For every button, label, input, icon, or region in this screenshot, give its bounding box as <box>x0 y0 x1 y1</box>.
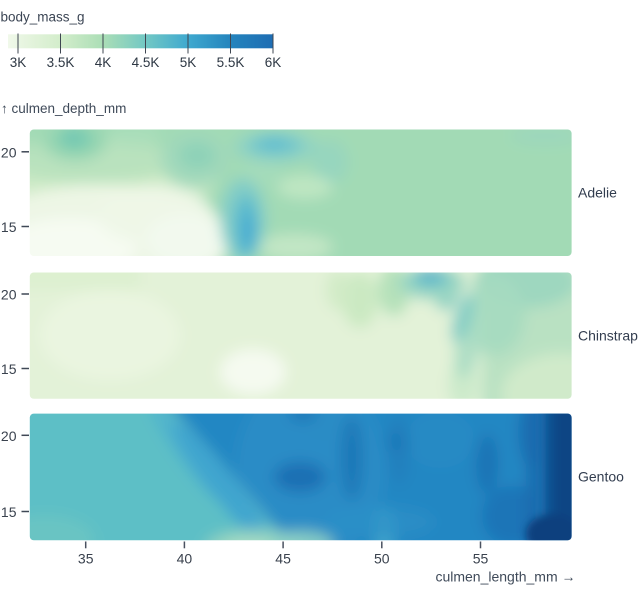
svg-text:45: 45 <box>275 551 291 567</box>
svg-text:4.5K: 4.5K <box>132 55 160 70</box>
svg-text:20: 20 <box>1 428 17 444</box>
svg-text:15: 15 <box>1 219 17 235</box>
svg-text:15: 15 <box>1 504 17 520</box>
svg-text:20: 20 <box>1 144 17 160</box>
svg-text:3K: 3K <box>10 55 27 70</box>
svg-text:3.5K: 3.5K <box>47 55 75 70</box>
svg-text:6K: 6K <box>265 55 282 70</box>
svg-text:Chinstrap: Chinstrap <box>578 327 638 343</box>
svg-text:50: 50 <box>374 551 390 567</box>
svg-text:4K: 4K <box>95 55 112 70</box>
svg-text:body_mass_g: body_mass_g <box>1 10 85 25</box>
svg-text:culmen_length_mm →: culmen_length_mm → <box>435 569 575 585</box>
svg-text:40: 40 <box>177 551 193 567</box>
svg-text:20: 20 <box>1 287 17 303</box>
svg-text:↑ culmen_depth_mm: ↑ culmen_depth_mm <box>1 101 126 116</box>
svg-text:Adelie: Adelie <box>578 185 617 201</box>
svg-text:15: 15 <box>1 361 17 377</box>
svg-text:55: 55 <box>473 551 489 567</box>
svg-text:5K: 5K <box>180 55 197 70</box>
svg-text:35: 35 <box>78 551 94 567</box>
svg-text:Gentoo: Gentoo <box>578 469 624 485</box>
svg-text:5.5K: 5.5K <box>217 55 245 70</box>
